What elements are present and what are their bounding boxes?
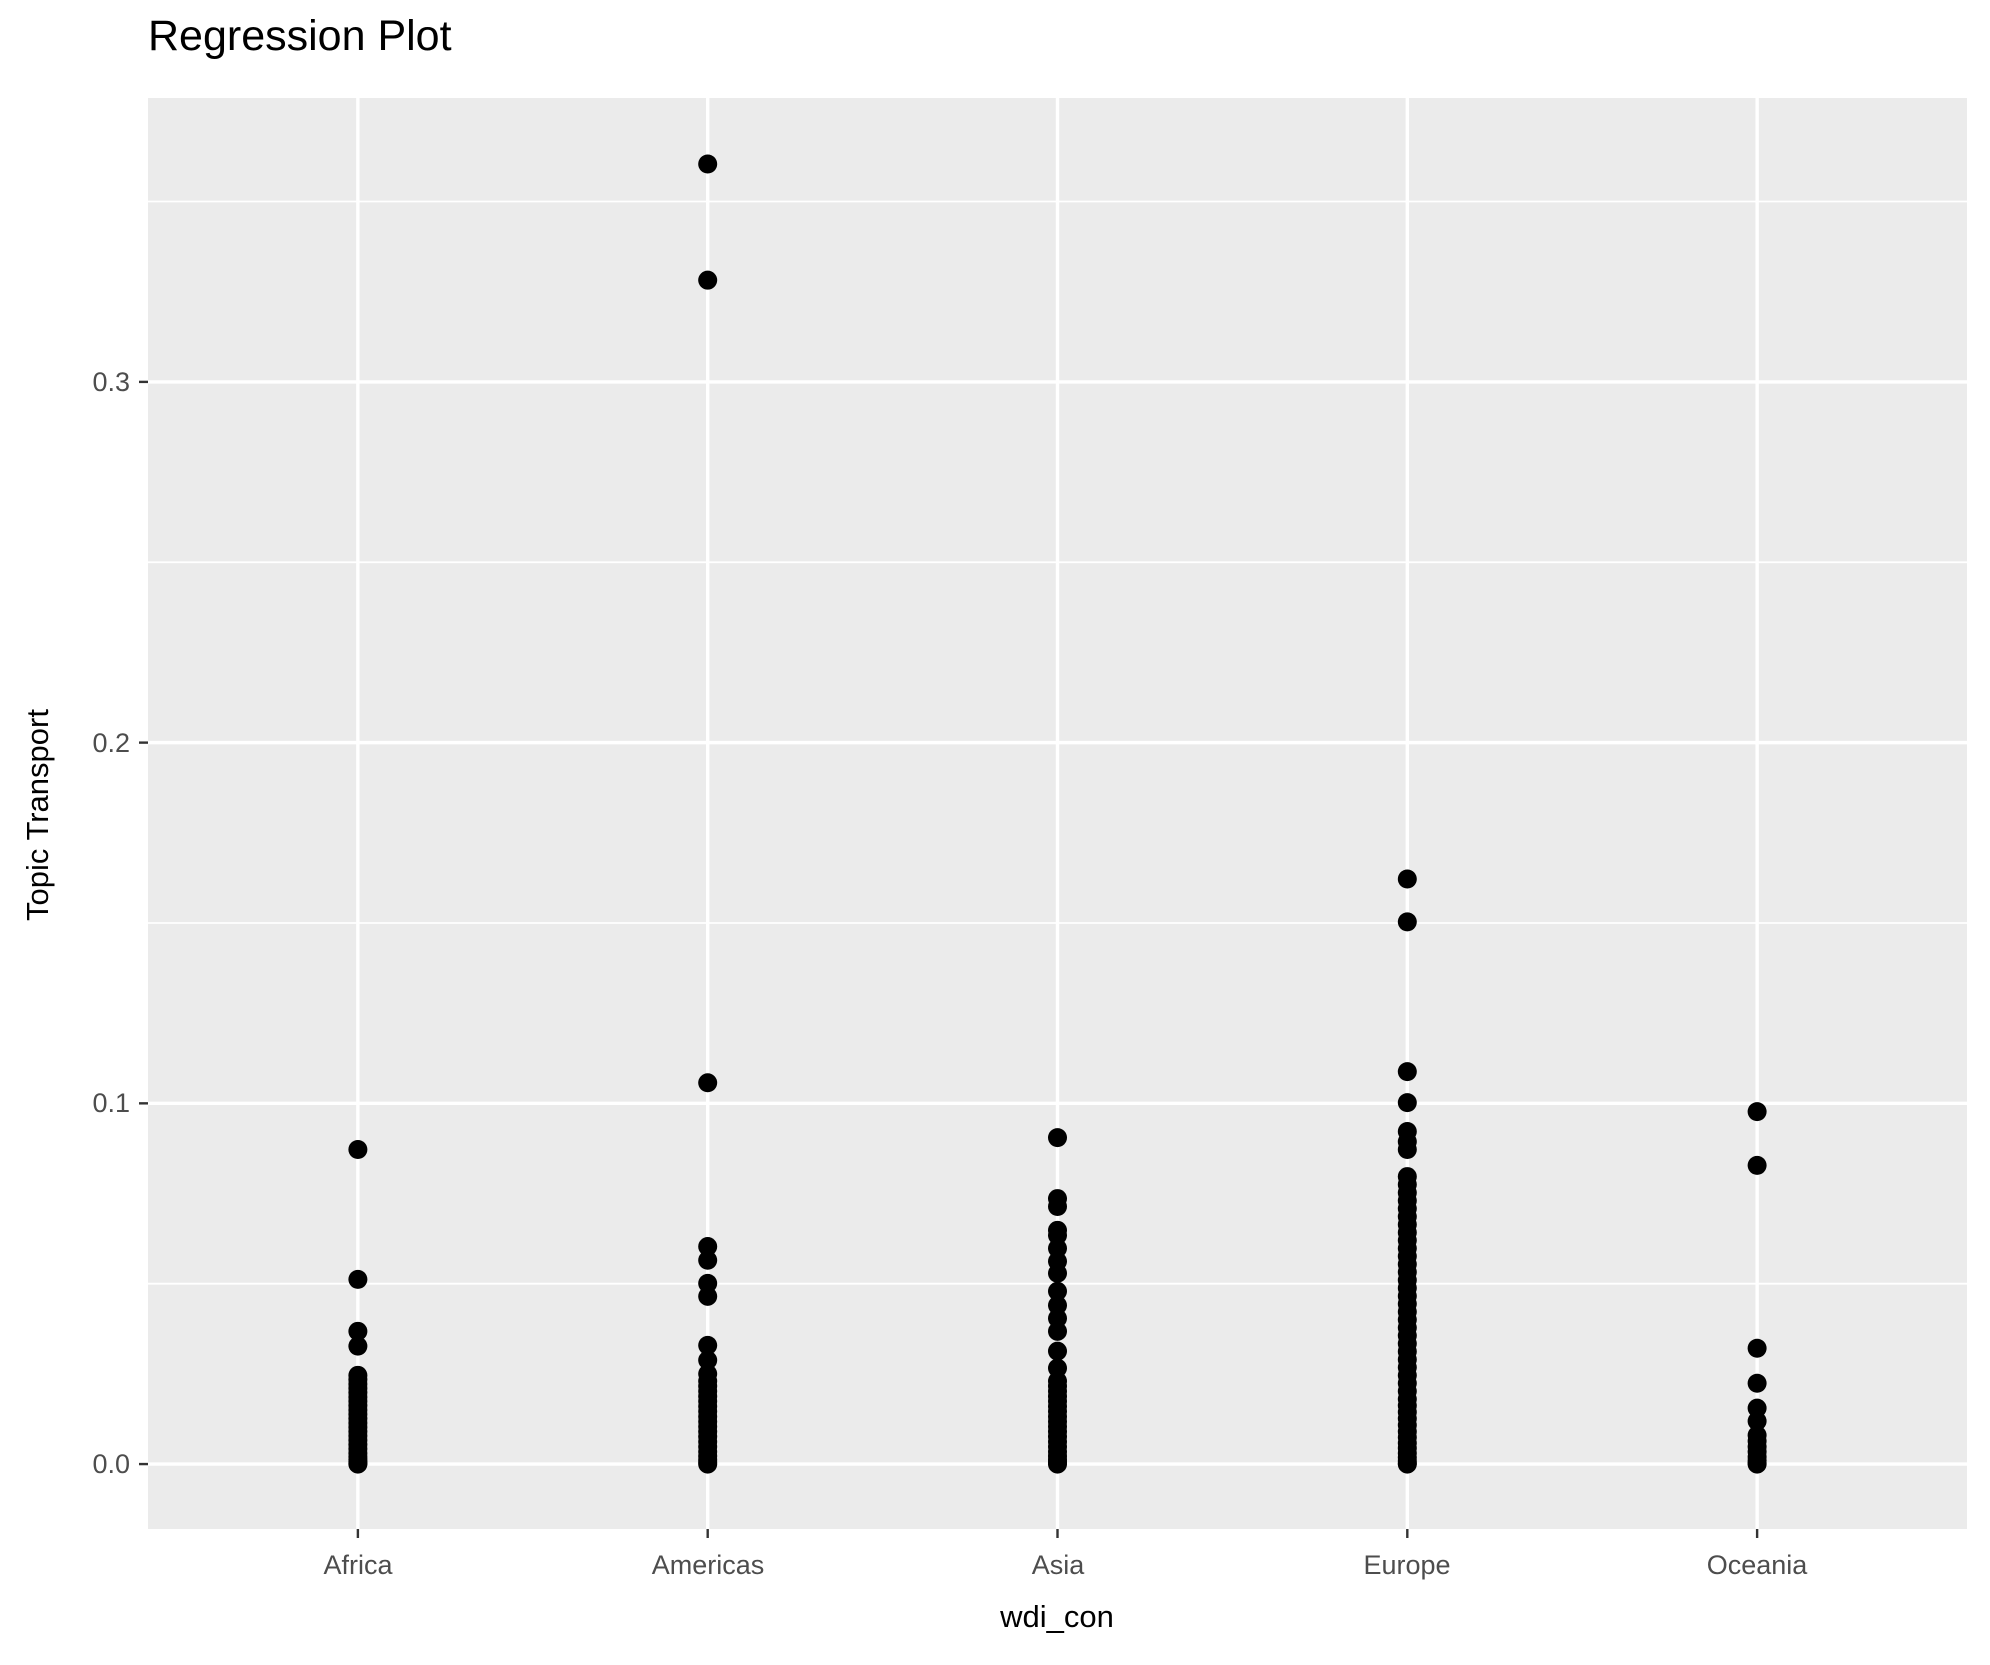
data-point <box>1048 1225 1067 1245</box>
data-point <box>348 1454 368 1474</box>
data-point <box>1048 1295 1067 1315</box>
data-point <box>1048 1281 1067 1301</box>
y-tick-label-0.3: 0.3 <box>92 367 130 397</box>
data-point <box>698 1454 718 1474</box>
series-asia <box>1048 1128 1067 1474</box>
data-point <box>1048 1341 1067 1361</box>
data-point <box>1048 1308 1067 1328</box>
data-point <box>1747 1338 1767 1358</box>
data-point <box>698 1237 718 1257</box>
x-axis-title: wdi_con <box>1000 1599 1114 1634</box>
data-point <box>348 1140 368 1160</box>
data-point <box>1048 1321 1067 1341</box>
x-tick-label-africa: Africa <box>323 1550 393 1580</box>
data-point <box>698 1273 718 1293</box>
x-tick-label-europe: Europe <box>1363 1550 1451 1580</box>
data-point <box>1397 912 1417 932</box>
axis-tick-marks <box>139 380 1759 1538</box>
series-americas <box>698 154 718 1474</box>
data-point <box>1747 1454 1767 1474</box>
data-point <box>1397 869 1417 889</box>
x-tick-label-oceania: Oceania <box>1706 1550 1808 1580</box>
data-point <box>348 1321 368 1341</box>
data-point <box>348 1269 368 1289</box>
data-point <box>1397 1140 1417 1160</box>
data-point <box>698 1250 718 1270</box>
data-point <box>1747 1102 1767 1122</box>
data-point <box>1747 1411 1767 1431</box>
data-point <box>1048 1263 1067 1283</box>
series-oceania <box>1747 1102 1767 1474</box>
data-point <box>698 1335 718 1355</box>
data-point <box>1747 1155 1767 1175</box>
data-point <box>1397 1062 1417 1082</box>
data-point <box>698 1073 718 1093</box>
x-tick-label-asia: Asia <box>1031 1550 1085 1580</box>
data-point <box>1048 1238 1067 1258</box>
data-point <box>1747 1398 1767 1418</box>
y-tick-label-0.2: 0.2 <box>92 728 130 758</box>
series-africa <box>348 1140 368 1474</box>
data-point <box>698 1350 718 1370</box>
data-point <box>348 1336 368 1356</box>
data-point <box>1397 1093 1417 1113</box>
y-tick-label-0.0: 0.0 <box>92 1449 130 1479</box>
y-axis-title: Topic Transport <box>20 709 55 921</box>
data-point <box>1048 1358 1067 1378</box>
x-tick-label-americas: Americas <box>651 1550 765 1580</box>
data-point <box>698 154 718 174</box>
data-point <box>1048 1128 1067 1148</box>
data-point <box>1397 1454 1417 1474</box>
data-point <box>1747 1373 1767 1393</box>
y-tick-label-0.1: 0.1 <box>92 1088 130 1118</box>
data-point <box>1048 1454 1067 1474</box>
data-point <box>1048 1197 1067 1217</box>
data-point <box>698 270 718 290</box>
data-point <box>698 1286 718 1306</box>
chart-title: Regression Plot <box>148 12 452 60</box>
series-europe <box>1397 869 1417 1474</box>
